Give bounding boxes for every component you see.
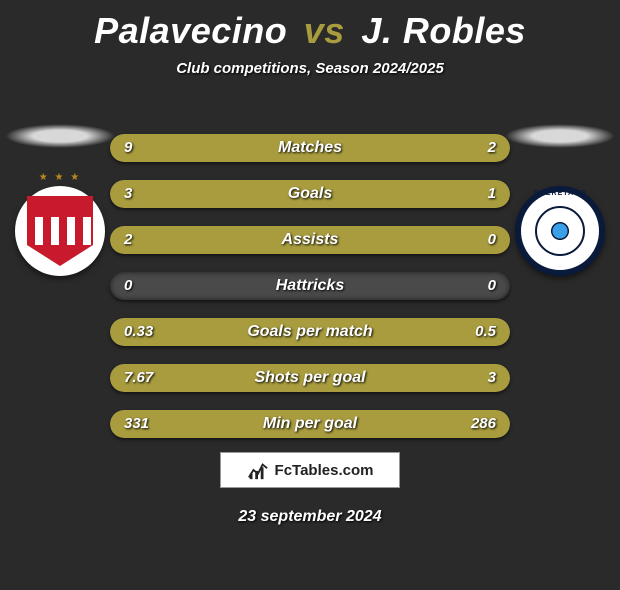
- player1-name: Palavecino: [94, 10, 287, 51]
- vs-label: vs: [304, 10, 345, 51]
- page-title: Palavecino vs J. Robles: [0, 10, 620, 52]
- stat-row: 00Hattricks: [110, 272, 510, 300]
- stat-row: 0.330.5Goals per match: [110, 318, 510, 346]
- stat-bars: 92Matches 31Goals 20Assists 00Hattricks 0.33…: [110, 134, 510, 456]
- metric-label: Goals per match: [110, 318, 510, 346]
- metric-label: Shots per goal: [110, 364, 510, 392]
- stat-row: 331286Min per goal: [110, 410, 510, 438]
- right-crest-column: QUERETARO: [500, 110, 620, 276]
- stat-row: 92Matches: [110, 134, 510, 162]
- left-crest-shield-icon: [27, 196, 93, 266]
- stat-row: 7.673Shots per goal: [110, 364, 510, 392]
- subtitle: Club competitions, Season 2024/2025: [0, 60, 620, 77]
- left-crest-column: ★ ★ ★ NECAXA: [0, 110, 120, 276]
- stat-row: 31Goals: [110, 180, 510, 208]
- metric-label: Assists: [110, 226, 510, 254]
- left-shadow: [5, 124, 115, 148]
- left-club-crest: ★ ★ ★ NECAXA: [15, 186, 105, 276]
- stat-row: 20Assists: [110, 226, 510, 254]
- footer-date: 23 september 2024: [0, 508, 620, 526]
- metric-label: Hattricks: [110, 272, 510, 300]
- metric-label: Goals: [110, 180, 510, 208]
- crest-stars-icon: ★ ★ ★: [39, 172, 81, 183]
- footer-brand: FcTables.com: [220, 452, 400, 488]
- footer-brand-text: FcTables.com: [275, 462, 374, 479]
- right-crest-label: QUERETARO: [533, 190, 586, 197]
- chart-icon: [247, 459, 269, 481]
- metric-label: Min per goal: [110, 410, 510, 438]
- right-shadow: [505, 124, 615, 148]
- right-crest-ball-icon: [535, 206, 585, 256]
- comparison-area: ★ ★ ★ NECAXA QUERETARO 92Matches 31Goals 2…: [0, 110, 620, 450]
- player2-name: J. Robles: [361, 10, 526, 51]
- metric-label: Matches: [110, 134, 510, 162]
- right-club-crest: QUERETARO: [515, 186, 605, 276]
